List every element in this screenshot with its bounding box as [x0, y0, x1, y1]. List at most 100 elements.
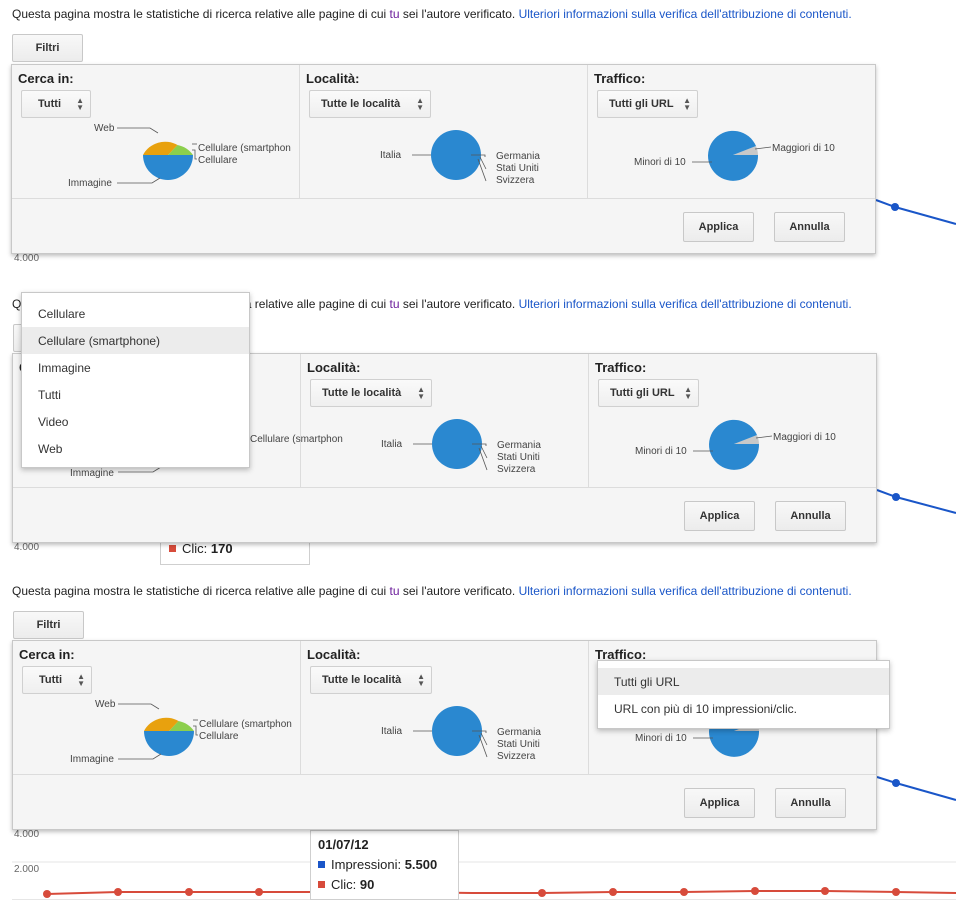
panel-footer: Applica Annulla — [13, 774, 876, 830]
traffic-value: Tutti gli URL — [609, 98, 674, 110]
intro-tu: tu — [389, 584, 400, 598]
pie-label-italia: Italia — [381, 439, 403, 450]
filtri-button-3[interactable]: Filtri — [13, 611, 84, 639]
traffic-title: Traffico: — [595, 647, 647, 662]
filters-panel-1: Cerca in: Tutti ▲ ▼ Web Cellulare (smartp… — [11, 64, 876, 254]
tooltip-impressions-label: Impressioni: — [331, 857, 402, 872]
traffic-select[interactable]: Tutti gli URL ▲ ▼ — [597, 90, 698, 118]
location-title: Località: — [306, 71, 360, 86]
search-in-pie: Web Cellulare (smartphon Cellulare Immag… — [68, 123, 291, 189]
tooltip-impressions-value: 5.500 — [404, 857, 438, 872]
impressions-color-icon — [318, 861, 325, 868]
pie-label-cellulare: Cellulare — [199, 731, 239, 742]
search-in-value: Tutti — [39, 674, 63, 686]
location-column: Località: Tutte le località ▲ ▼ Italia Ge… — [301, 641, 589, 774]
traffic-column: Traffico: Tutti gli URL ▲ ▼ Minori di 10 … — [588, 65, 877, 198]
search-in-title: Cerca in: — [18, 71, 74, 86]
pie-label-smartphone-clipped: Cellulare (smartphon — [250, 434, 343, 445]
intro-text: Questa pagina mostra le statistiche di r… — [12, 7, 852, 21]
intro-text-before: Questa pagina mostra le statistiche di r… — [12, 584, 390, 598]
intro-text-after: sei l'autore verificato. — [399, 584, 519, 598]
location-value: Tutte le località — [322, 387, 402, 399]
attribution-link[interactable]: Ulteriori informazioni sulla verifica de… — [518, 7, 852, 21]
pie-label-minori: Minori di 10 — [635, 446, 687, 457]
search-in-dropdown-menu: Cellulare Cellulare (smartphone) Immagin… — [21, 292, 250, 468]
updown-arrows-icon: ▲ ▼ — [416, 96, 424, 112]
cancel-button[interactable]: Annulla — [775, 501, 846, 531]
y-tick-2000: 2.000 — [14, 864, 40, 875]
y-tick-4000-2: 4.000 — [14, 542, 40, 553]
intro-tu: tu — [389, 297, 400, 311]
search-in-column: Cerca in: Tutti ▲ ▼ Web Cellulare (smartp… — [12, 65, 300, 198]
traffic-pie: Minori di 10 Maggiori di 10 — [635, 419, 836, 470]
clicks-color-icon — [169, 545, 176, 552]
pie-label-germania: Germania — [496, 151, 540, 162]
chart-tooltip: 01/07/12 Impressioni: 5.500 Clic: 90 — [310, 830, 459, 900]
menu-option-urls-over-10[interactable]: URL con più di 10 impressioni/clic. — [614, 701, 797, 716]
search-in-title: Cerca in: — [19, 647, 75, 662]
y-tick-4000-1: 4.000 — [14, 253, 40, 264]
location-pie: Italia Germania Stati Uniti Svizzera — [380, 130, 540, 186]
cancel-button[interactable]: Annulla — [774, 212, 845, 242]
menu-option-immagine[interactable]: Immagine — [38, 360, 91, 375]
menu-option-tutti[interactable]: Tutti — [38, 387, 61, 402]
pie-label-web: Web — [94, 123, 115, 134]
intro-text-before: Questa pagina mostra le statistiche di r… — [12, 7, 390, 21]
tooltip-clicks-value: 90 — [359, 877, 375, 892]
menu-option-all-urls[interactable]: Tutti gli URL — [598, 668, 889, 695]
menu-option-cellulare[interactable]: Cellulare — [38, 306, 86, 321]
updown-arrows-icon: ▲ ▼ — [684, 385, 692, 401]
pie-label-svizzera: Svizzera — [496, 175, 535, 186]
pie-label-svizzera: Svizzera — [497, 464, 536, 475]
intro-text-after: sei l'autore verificato. — [399, 7, 519, 21]
menu-option-web[interactable]: Web — [38, 441, 63, 456]
menu-option-video[interactable]: Video — [38, 414, 69, 429]
attribution-link[interactable]: Ulteriori informazioni sulla verifica de… — [518, 584, 852, 598]
apply-button[interactable]: Applica — [684, 788, 755, 818]
location-column: Località: Tutte le località ▲ ▼ Italia Ge… — [300, 65, 588, 198]
pie-label-cellulare: Cellulare — [198, 155, 238, 166]
y-tick-4000-3: 4.000 — [14, 829, 40, 840]
location-pie: Italia Germania Stati Uniti Svizzera — [381, 419, 541, 475]
pie-label-italia: Italia — [381, 726, 403, 737]
tooltip-impressions: Impressioni: 5.500 — [318, 857, 437, 872]
pie-label-minori: Minori di 10 — [635, 733, 687, 744]
pie-label-immagine: Immagine — [70, 468, 114, 479]
tooltip-clicks-label: Clic: — [331, 877, 357, 892]
pie-label-immagine: Immagine — [70, 754, 114, 765]
attribution-link[interactable]: Ulteriori informazioni sulla verifica de… — [518, 297, 852, 311]
traffic-dropdown-menu: Tutti gli URL URL con più di 10 impressi… — [597, 660, 890, 729]
location-select[interactable]: Tutte le località ▲ ▼ — [310, 666, 432, 694]
apply-button[interactable]: Applica — [684, 501, 755, 531]
menu-option-smartphone[interactable]: Cellulare (smartphone) — [22, 327, 249, 354]
updown-arrows-icon: ▲ ▼ — [417, 672, 425, 688]
pie-label-immagine: Immagine — [68, 178, 112, 189]
intro-tu: tu — [389, 7, 400, 21]
intro-text-after: sei l'autore verificato. — [399, 297, 519, 311]
intro-text-3: Questa pagina mostra le statistiche di r… — [12, 584, 852, 598]
apply-button[interactable]: Applica — [683, 212, 754, 242]
pie-label-germania: Germania — [497, 727, 541, 738]
traffic-value: Tutti gli URL — [610, 387, 675, 399]
location-value: Tutte le località — [321, 98, 401, 110]
location-select[interactable]: Tutte le località ▲ ▼ — [309, 90, 431, 118]
pie-label-svizzera: Svizzera — [497, 751, 536, 762]
location-select[interactable]: Tutte le località ▲ ▼ — [310, 379, 432, 407]
clicks-color-icon — [318, 881, 325, 888]
panel-footer: Applica Annulla — [13, 487, 876, 543]
location-pie: Italia Germania Stati Uniti Svizzera — [381, 706, 541, 762]
pie-label-minori: Minori di 10 — [634, 157, 686, 168]
updown-arrows-icon: ▲ ▼ — [76, 96, 84, 112]
pie-label-stati-uniti: Stati Uniti — [497, 452, 540, 463]
traffic-title: Traffico: — [595, 360, 647, 375]
pie-label-germania: Germania — [497, 440, 541, 451]
filtri-button[interactable]: Filtri — [12, 34, 83, 62]
search-in-select[interactable]: Tutti ▲ ▼ — [22, 666, 92, 694]
cancel-button[interactable]: Annulla — [775, 788, 846, 818]
pie-label-smartphone: Cellulare (smartphon — [198, 143, 291, 154]
traffic-column: Traffico: Tutti gli URL ▲ ▼ Minori di 10 … — [589, 354, 878, 487]
panel-footer: Applica Annulla — [12, 198, 875, 254]
pie-label-stati-uniti: Stati Uniti — [496, 163, 539, 174]
traffic-select[interactable]: Tutti gli URL ▲ ▼ — [598, 379, 699, 407]
search-in-select[interactable]: Tutti ▲ ▼ — [21, 90, 91, 118]
